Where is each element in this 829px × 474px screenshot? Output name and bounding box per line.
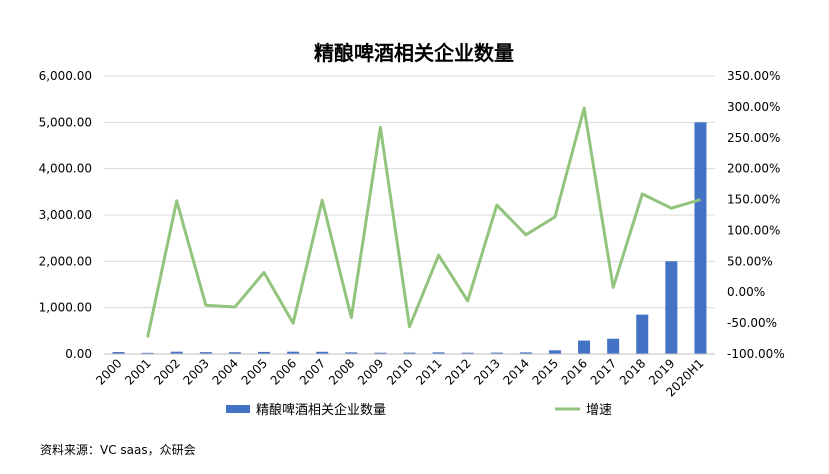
left-tick-label: 6,000.00 xyxy=(39,69,92,83)
x-tick-label: 2013 xyxy=(471,356,502,387)
right-tick-label: 200.00% xyxy=(727,162,780,176)
x-tick-label: 2000 xyxy=(93,356,124,387)
right-tick-label: -100.00% xyxy=(727,347,785,361)
bar xyxy=(607,338,620,354)
bar xyxy=(665,261,678,354)
right-tick-label: 0.00% xyxy=(727,285,765,299)
chart-title: 精酿啤酒相关企业数量 xyxy=(314,41,514,65)
growth-line xyxy=(146,106,701,338)
right-axis: -100.00% -50.00% 0.00% 50.00% 100.00% 150.00%… xyxy=(727,69,785,361)
right-tick-label: 150.00% xyxy=(727,193,780,207)
left-tick-label: 4,000.00 xyxy=(39,162,92,176)
source-note: 资料来源：VC saas，众研会 xyxy=(40,443,196,457)
right-tick-label: -50.00% xyxy=(727,316,777,330)
bar xyxy=(141,352,154,354)
bar xyxy=(578,340,591,354)
right-tick-label: 100.00% xyxy=(727,223,780,237)
right-tick-label: 350.00% xyxy=(727,69,780,83)
x-tick-label: 2016 xyxy=(559,356,590,387)
left-tick-label: 2,000.00 xyxy=(39,254,92,268)
bar xyxy=(548,350,561,354)
bar xyxy=(170,351,183,354)
x-tick-label: 2007 xyxy=(297,356,328,387)
x-tick-label: 2012 xyxy=(442,356,473,387)
legend-bar-label: 精酿啤酒相关企业数量 xyxy=(256,402,386,418)
left-tick-label: 1,000.00 xyxy=(39,301,92,315)
bar xyxy=(432,352,445,354)
bar xyxy=(636,314,649,354)
x-tick-label: 2002 xyxy=(151,356,182,387)
bar xyxy=(461,352,474,354)
x-tick-label: 2003 xyxy=(180,356,211,387)
x-tick-label: 2005 xyxy=(239,356,270,387)
left-axis: 0.00 1,000.00 2,000.00 3,000.00 4,000.00 5,00… xyxy=(39,69,92,361)
bar-series xyxy=(112,122,707,354)
x-tick-label: 2009 xyxy=(355,356,386,387)
bar xyxy=(228,352,241,354)
bar xyxy=(374,352,387,354)
grid-lines xyxy=(104,75,715,355)
x-tick-label: 2018 xyxy=(617,356,648,387)
bar xyxy=(345,352,358,354)
legend: 精酿啤酒相关企业数量 增速 xyxy=(226,402,612,418)
x-tick-label: 2010 xyxy=(384,356,415,387)
left-tick-label: 3,000.00 xyxy=(39,208,92,222)
legend-bar-swatch xyxy=(226,405,250,413)
x-tick-label: 2006 xyxy=(268,356,299,387)
bar xyxy=(694,122,707,354)
x-tick-label: 2004 xyxy=(210,356,241,387)
bar xyxy=(258,351,271,354)
right-tick-label: 50.00% xyxy=(727,254,773,268)
bar xyxy=(316,351,329,354)
bar xyxy=(490,352,503,354)
legend-line-label: 增速 xyxy=(586,403,612,418)
bar xyxy=(287,351,300,354)
line-series xyxy=(146,106,701,338)
left-tick-label: 0.00 xyxy=(65,347,92,361)
x-tick-label: 2001 xyxy=(122,356,153,387)
bar xyxy=(112,352,125,354)
x-tick-label: 2008 xyxy=(326,356,357,387)
left-tick-label: 5,000.00 xyxy=(39,115,92,129)
x-axis: 2000200120022003200420052006200720082009… xyxy=(93,353,715,399)
x-tick-label: 2015 xyxy=(530,356,561,387)
chart: 精酿啤酒相关企业数量 0.00 1,000.00 2,000.00 3,000.00 4… xyxy=(39,41,785,418)
x-tick-label: 2017 xyxy=(588,356,619,387)
x-tick-label: 2014 xyxy=(501,356,532,387)
right-tick-label: 300.00% xyxy=(727,100,780,114)
bar xyxy=(519,352,532,354)
x-tick-label: 2011 xyxy=(413,356,444,387)
bar xyxy=(199,352,212,354)
right-tick-label: 250.00% xyxy=(727,131,780,145)
bar xyxy=(403,352,416,354)
